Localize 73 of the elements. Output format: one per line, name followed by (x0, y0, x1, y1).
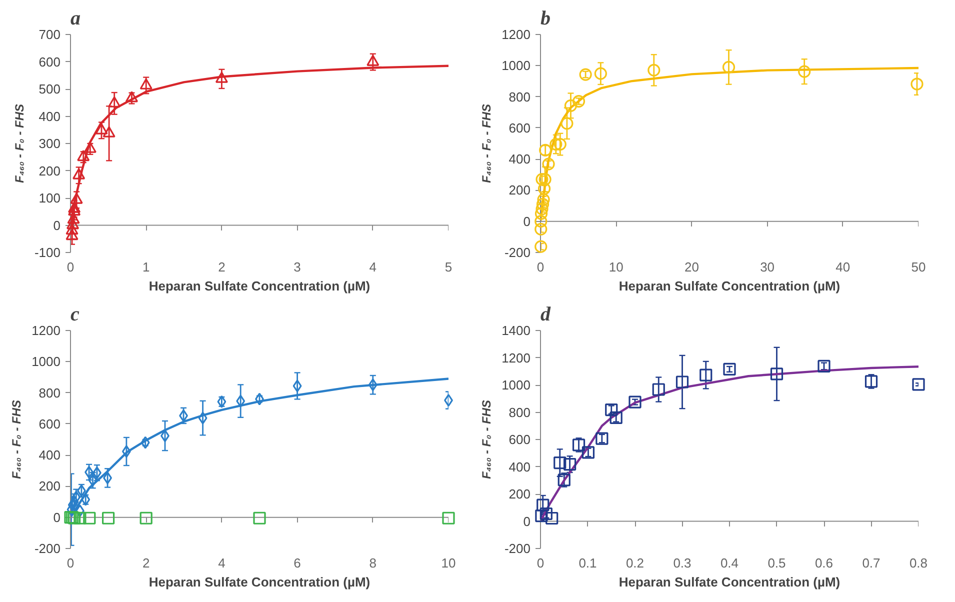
y-axis-title: F₄₆₀ - F₀ - FHS (480, 104, 494, 184)
x-tick-label: 2 (142, 556, 150, 570)
y-tick-label: 600 (38, 416, 61, 432)
y-tick-label: 0 (53, 510, 61, 525)
x-tick-label: 0 (66, 556, 74, 570)
x-tick-label: 6 (294, 556, 301, 570)
y-tick-label: 100 (38, 190, 61, 206)
y-tick-label: 1000 (502, 378, 530, 392)
x-tick-label: 4 (218, 556, 226, 570)
x-axis-title: Heparan Sulfate Concentration (µM) (618, 278, 840, 294)
x-tick-label: 0.2 (626, 556, 644, 570)
x-tick-label: 4 (369, 260, 377, 274)
y-tick-label: 600 (38, 54, 61, 70)
x-tick-label: 3 (294, 260, 301, 274)
y-tick-label: -200 (504, 541, 531, 556)
y-axis-title: F₄₆₀ - F₀ - FHS (480, 400, 494, 480)
x-tick-label: 50 (911, 260, 926, 274)
y-tick-label: 200 (508, 182, 531, 198)
x-tick-label: 0.1 (578, 556, 597, 570)
y-tick-label: 400 (508, 152, 531, 167)
y-tick-label: 700 (38, 27, 61, 42)
y-tick-label: 200 (38, 478, 61, 494)
y-tick-label: 1200 (502, 27, 530, 42)
y-tick-label: 1200 (32, 323, 60, 338)
x-tick-label: 0.5 (768, 556, 786, 570)
y-tick-label: 600 (508, 432, 531, 447)
y-tick-label: 1400 (502, 323, 530, 338)
chart-title: a (70, 8, 80, 30)
y-tick-label: 500 (38, 82, 61, 96)
x-tick-label: 0.6 (814, 556, 834, 570)
x-tick-label: 5 (444, 260, 452, 274)
x-tick-label: 8 (369, 556, 377, 570)
x-tick-label: 0 (536, 556, 544, 570)
y-axis-title: F₄₆₀ - F₀ - FHS (12, 104, 26, 184)
chart-title: b (540, 8, 550, 30)
y-tick-label: 1000 (502, 58, 530, 74)
x-tick-label: 0.4 (720, 556, 739, 570)
x-axis-title: Heparan Sulfate Concentration (µM) (148, 278, 370, 294)
x-axis-title: Heparan Sulfate Concentration (µM) (148, 574, 370, 590)
chart-title: d (540, 304, 552, 326)
y-tick-label: 600 (508, 120, 531, 136)
y-tick-label: 0 (53, 218, 61, 233)
x-tick-label: 30 (760, 260, 775, 274)
x-tick-label: 0.7 (862, 556, 880, 570)
y-tick-label: 400 (38, 448, 61, 463)
y-tick-label: 200 (508, 486, 531, 502)
y-tick-label: -200 (504, 245, 531, 260)
y-tick-label: -100 (34, 245, 61, 260)
y-tick-label: 1000 (32, 354, 60, 370)
y-tick-label: 200 (38, 163, 61, 178)
y-tick-label: 0 (523, 214, 531, 229)
x-tick-label: 0 (536, 260, 544, 274)
y-axis-title: F₄₆₀ - F₀ - FHS (10, 400, 24, 480)
y-tick-label: 400 (38, 108, 61, 124)
x-tick-label: 0.3 (673, 556, 692, 570)
x-tick-label: 0.8 (909, 556, 928, 570)
y-tick-label: 1200 (502, 350, 530, 366)
y-tick-label: 300 (38, 136, 61, 151)
y-tick-label: 0 (523, 514, 531, 529)
x-tick-label: 10 (441, 556, 456, 570)
y-tick-label: 800 (508, 404, 531, 420)
y-tick-label: -200 (34, 541, 61, 556)
x-tick-label: 2 (218, 260, 226, 274)
y-tick-label: 400 (508, 459, 531, 474)
chart-title: c (70, 304, 80, 326)
x-tick-label: 10 (608, 260, 624, 274)
x-tick-label: 20 (684, 260, 699, 274)
y-tick-label: 800 (38, 385, 61, 400)
x-tick-label: 40 (836, 260, 850, 274)
x-axis-title: Heparan Sulfate Concentration (µM) (618, 574, 840, 590)
x-tick-label: 0 (66, 260, 74, 274)
y-tick-label: 800 (508, 89, 531, 104)
x-tick-label: 1 (142, 260, 150, 274)
